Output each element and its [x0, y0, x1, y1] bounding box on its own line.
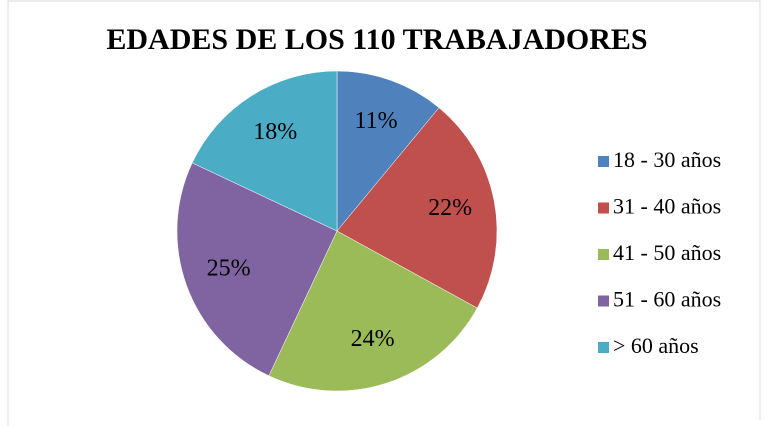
chart-frame — [7, 0, 761, 426]
legend-label: > 60 años — [613, 333, 699, 358]
pie-slice — [191, 70, 338, 232]
pie-slice — [176, 162, 338, 377]
pie-slice — [336, 70, 440, 232]
data-label: 22% — [428, 195, 472, 221]
chart-title: EDADES DE LOS 110 TRABAJADORES — [106, 23, 647, 56]
legend-label: 31 - 40 años — [613, 194, 721, 219]
pie-slice — [336, 107, 498, 309]
legend-swatch — [598, 295, 609, 307]
data-label: 11% — [354, 108, 397, 134]
pie-slice — [268, 230, 478, 392]
legend-swatch — [598, 156, 609, 167]
legend-label: 51 - 60 años — [613, 287, 721, 312]
legend-label: 18 - 30 años — [613, 147, 721, 172]
data-label: 24% — [351, 326, 395, 352]
data-label: 18% — [253, 119, 297, 145]
legend-swatch — [598, 202, 609, 214]
legend-label: 41 - 50 años — [613, 240, 721, 265]
legend-swatch — [598, 249, 609, 260]
legend-swatch — [598, 342, 609, 353]
data-label: 25% — [207, 256, 251, 282]
